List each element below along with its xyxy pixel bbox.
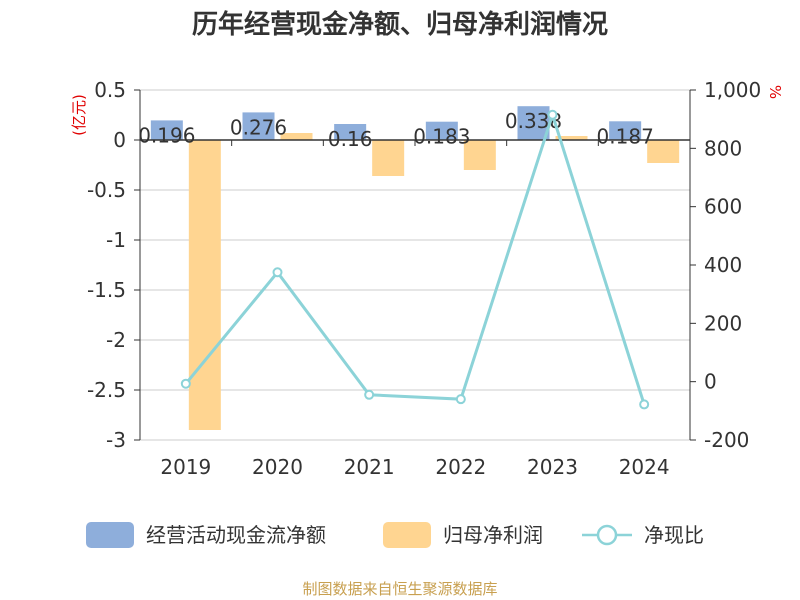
x-tick-label: 2024 bbox=[619, 455, 670, 479]
left-tick-label: 0.5 bbox=[94, 78, 126, 102]
data-label: 0.276 bbox=[230, 115, 287, 139]
data-label: 0.196 bbox=[138, 123, 195, 147]
bar-cashflow bbox=[150, 120, 183, 140]
bar-cashflow bbox=[242, 112, 275, 140]
x-tick-label: 2020 bbox=[252, 455, 303, 479]
bar-net-profit bbox=[372, 140, 405, 176]
right-tick-label: 400 bbox=[704, 253, 742, 277]
bars bbox=[150, 106, 680, 430]
data-label: 0.16 bbox=[328, 127, 373, 151]
bar-cashflow bbox=[425, 121, 458, 140]
bar-cashflow bbox=[334, 124, 367, 140]
bar-net-profit bbox=[647, 140, 680, 163]
data-label: 0.187 bbox=[597, 124, 654, 148]
right-tick-label: 800 bbox=[704, 136, 742, 160]
left-tick-label: -2.5 bbox=[87, 378, 126, 402]
right-tick-label: -200 bbox=[704, 428, 749, 452]
left-tick-label: -2 bbox=[106, 328, 126, 352]
ratio-point bbox=[364, 389, 375, 400]
right-tick-label: 600 bbox=[704, 195, 742, 219]
bar-net-profit bbox=[188, 140, 221, 430]
ratio-point bbox=[180, 378, 191, 389]
axes: 0.5 0 -0.5 -1 -1.5 -2 -2.5 -3 1,000 800 600 400 200 0… bbox=[87, 78, 761, 479]
legend-label-ratio: 净现比 bbox=[644, 523, 704, 547]
bar-net-profit bbox=[280, 133, 313, 140]
legend-swatch-net-profit bbox=[383, 522, 431, 548]
ratio-point bbox=[272, 267, 283, 278]
ratio-point bbox=[547, 109, 558, 120]
gridlines bbox=[140, 89, 690, 441]
x-tick-label: 2022 bbox=[435, 455, 486, 479]
left-tick-label: -0.5 bbox=[87, 178, 126, 202]
data-label: 0.183 bbox=[413, 125, 470, 149]
right-tick-label: 200 bbox=[704, 311, 742, 335]
legend-marker-ratio bbox=[596, 524, 618, 546]
bar-cashflow bbox=[517, 106, 550, 140]
bar-net-profit bbox=[463, 140, 496, 170]
x-tick-label: 2021 bbox=[344, 455, 395, 479]
ratio-point bbox=[639, 399, 650, 410]
left-axis-unit: (亿元) bbox=[70, 94, 88, 136]
source-note: 制图数据来自恒生聚源数据库 bbox=[302, 580, 497, 598]
ratio-line-path bbox=[184, 109, 646, 405]
x-tick-label: 2023 bbox=[527, 455, 578, 479]
legend-label-net-profit: 归母净利润 bbox=[443, 523, 543, 547]
legend-swatch-cashflow bbox=[86, 522, 134, 548]
left-tick-label: -3 bbox=[106, 428, 126, 452]
left-tick-label: -1 bbox=[106, 228, 126, 252]
chart-title: 历年经营现金净额、归母净利润情况 bbox=[192, 9, 608, 40]
left-tick-label: 0 bbox=[113, 128, 126, 152]
right-axis-unit: % bbox=[766, 85, 784, 99]
bar-net-profit bbox=[555, 136, 588, 140]
ratio-point bbox=[455, 394, 466, 405]
right-tick-label: 0 bbox=[704, 370, 717, 394]
ratio-line bbox=[180, 109, 650, 410]
legend: 经营活动现金流净额 归母净利润 净现比 bbox=[86, 522, 704, 548]
left-tick-label: -1.5 bbox=[87, 278, 126, 302]
right-tick-label: 1,000 bbox=[704, 78, 761, 102]
legend-label-cashflow: 经营活动现金流净额 bbox=[146, 523, 326, 547]
bar-cashflow bbox=[609, 121, 642, 140]
x-tick-label: 2019 bbox=[160, 455, 211, 479]
